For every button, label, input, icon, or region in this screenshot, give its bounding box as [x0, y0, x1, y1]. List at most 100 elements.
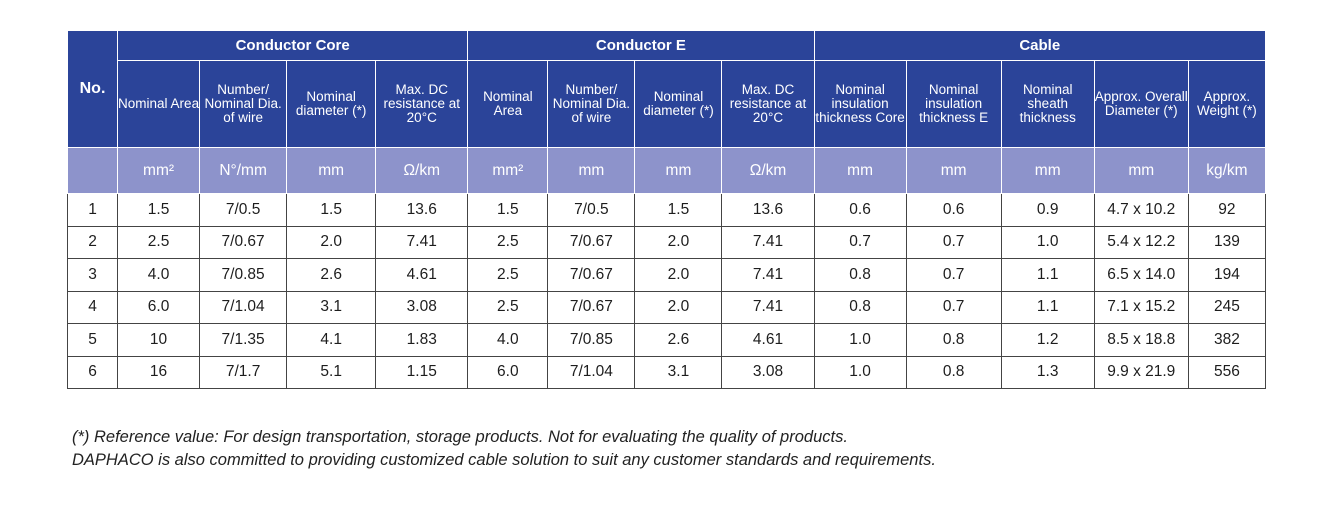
table-cell: 1.5	[467, 193, 549, 227]
table-cell: 0.8	[813, 290, 907, 324]
header-cable: Cable	[813, 30, 1267, 61]
table-cell: 0.7	[905, 258, 1002, 292]
unit-cell: mm	[813, 147, 907, 194]
table-cell: 13.6	[375, 193, 469, 227]
row-number-cell: 6	[66, 355, 119, 389]
table-cell: 1.15	[375, 355, 469, 389]
table-cell: 0.7	[905, 290, 1002, 324]
unit-cell: mm²	[117, 147, 201, 194]
unit-cell: Ω/km	[375, 147, 469, 194]
table-cell: 1.5	[286, 193, 377, 227]
table-row: 3 4.0 7/0.85 2.6 4.61 2.5 7/0.67 2.0 7.41 0.8 0.7 1…	[66, 258, 1267, 292]
table-cell: 2.5	[467, 290, 549, 324]
row-number-cell: 2	[66, 225, 119, 259]
table-cell: 7.41	[721, 258, 815, 292]
table-cell: 3.1	[634, 355, 723, 389]
table-cell: 0.7	[813, 225, 907, 259]
unit-cell: mm	[1000, 147, 1095, 194]
table-cell: 9.9 x 21.9	[1093, 355, 1189, 389]
table-cell: 1.0	[1000, 225, 1095, 259]
table-cell: 16	[117, 355, 201, 389]
unit-cell-no	[66, 147, 119, 194]
table-cell: 5.1	[286, 355, 377, 389]
table-cell: 10	[117, 323, 201, 357]
unit-cell: kg/km	[1187, 147, 1267, 194]
table-cell: 92	[1187, 193, 1267, 227]
table-cell: 4.7 x 10.2	[1093, 193, 1189, 227]
unit-cell: Ω/km	[721, 147, 815, 194]
table-row: 5 10 7/1.35 4.1 1.83 4.0 7/0.85 2.6 4.61 1.0 0.8 1.…	[66, 323, 1267, 357]
table-cell: 4.61	[375, 258, 469, 292]
table-cell: 3.08	[375, 290, 469, 324]
row-number-cell: 5	[66, 323, 119, 357]
table-cell: 6.0	[467, 355, 549, 389]
table-cell: 2.0	[634, 258, 723, 292]
footnotes: (*) Reference value: For design transpor…	[72, 426, 936, 472]
table-cell: 139	[1187, 225, 1267, 259]
subheader-cell: Nominal diameter (*)	[634, 60, 723, 148]
table-cell: 0.8	[905, 323, 1002, 357]
table-cell: 7/0.85	[547, 323, 636, 357]
table-cell: 5.4 x 12.2	[1093, 225, 1189, 259]
row-number-cell: 1	[66, 193, 119, 227]
table-cell: 2.5	[467, 258, 549, 292]
table-cell: 7/0.67	[547, 225, 636, 259]
table-cell: 4.0	[117, 258, 201, 292]
table-cell: 7.41	[375, 225, 469, 259]
table-cell: 0.9	[1000, 193, 1095, 227]
table-cell: 3.1	[286, 290, 377, 324]
table-cell: 7/0.67	[547, 290, 636, 324]
table-cell: 1.0	[813, 355, 907, 389]
subheader-cell: Nominal insulation thickness E	[905, 60, 1002, 148]
table-cell: 2.6	[634, 323, 723, 357]
subheader-cell: Max. DC resistance at 20°C	[721, 60, 815, 148]
table-cell: 1.3	[1000, 355, 1095, 389]
table-cell: 2.5	[117, 225, 201, 259]
table-cell: 0.8	[813, 258, 907, 292]
table-cell: 1.5	[634, 193, 723, 227]
unit-cell: mm	[634, 147, 723, 194]
table-row: 4 6.0 7/1.04 3.1 3.08 2.5 7/0.67 2.0 7.41 0.8 0.7 1…	[66, 290, 1267, 324]
table-cell: 0.6	[813, 193, 907, 227]
table-cell: 7/0.67	[547, 258, 636, 292]
table-cell: 7/1.04	[199, 290, 288, 324]
table-cell: 7/1.04	[547, 355, 636, 389]
unit-cell: mm	[1093, 147, 1189, 194]
table-cell: 7/0.85	[199, 258, 288, 292]
unit-cell: mm	[286, 147, 377, 194]
table-cell: 4.0	[467, 323, 549, 357]
header-conductor-core: Conductor Core	[117, 30, 469, 61]
table-cell: 1.83	[375, 323, 469, 357]
table-row: 1 1.5 7/0.5 1.5 13.6 1.5 7/0.5 1.5 13.6 0.6 0.6 0.9…	[66, 193, 1267, 227]
subheader-cell: Number/ Nominal Dia. of wire	[547, 60, 636, 148]
table-cell: 7/0.67	[199, 225, 288, 259]
unit-cell: N°/mm	[199, 147, 288, 194]
table-cell: 4.61	[721, 323, 815, 357]
table-cell: 7/0.5	[199, 193, 288, 227]
table-cell: 7.41	[721, 225, 815, 259]
table-cell: 2.5	[467, 225, 549, 259]
header-conductor-e: Conductor E	[467, 30, 815, 61]
table-cell: 1.2	[1000, 323, 1095, 357]
table-cell: 2.0	[634, 225, 723, 259]
cable-spec-table: No. Conductor Core Conductor E Cable Nom…	[66, 30, 1267, 389]
unit-cell: mm²	[467, 147, 549, 194]
subheader-cell: Approx. Overall Diameter (*)	[1093, 60, 1189, 148]
subheader-cell: Approx. Weight (*)	[1187, 60, 1267, 148]
table-row: 2 2.5 7/0.67 2.0 7.41 2.5 7/0.67 2.0 7.41 0.7 0.7 1…	[66, 225, 1267, 259]
header-no: No.	[66, 30, 119, 148]
row-number-cell: 4	[66, 290, 119, 324]
subheader-cell: Max. DC resistance at 20°C	[375, 60, 469, 148]
row-number-cell: 3	[66, 258, 119, 292]
table-cell: 1.5	[117, 193, 201, 227]
table-cell: 3.08	[721, 355, 815, 389]
table-cell: 7/1.7	[199, 355, 288, 389]
table-cell: 556	[1187, 355, 1267, 389]
table-cell: 7.41	[721, 290, 815, 324]
table-cell: 7/1.35	[199, 323, 288, 357]
table-cell: 7.1 x 15.2	[1093, 290, 1189, 324]
table-cell: 6.5 x 14.0	[1093, 258, 1189, 292]
subheader-cell: Nominal sheath thickness	[1000, 60, 1095, 148]
table-row: 6 16 7/1.7 5.1 1.15 6.0 7/1.04 3.1 3.08 1.0 0.8 1.3…	[66, 355, 1267, 389]
subheader-cell: Nominal insulation thickness Core	[813, 60, 907, 148]
